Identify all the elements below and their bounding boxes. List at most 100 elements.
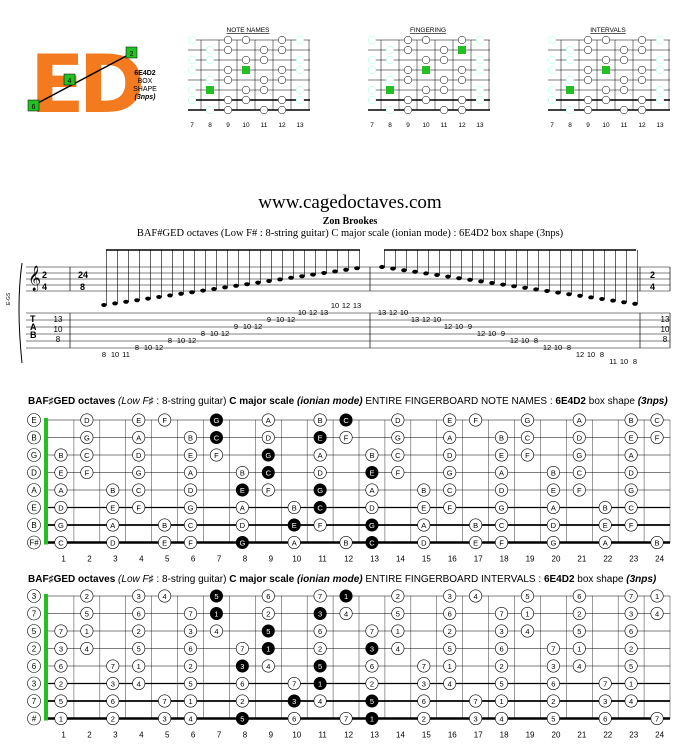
note-marker [132,501,146,515]
mini-note [367,65,377,75]
note-marker [417,536,431,550]
note-label: 2 [111,715,115,724]
mini-root-marker [386,86,394,94]
mini-fret-number: 13 [296,122,304,129]
note-marker [469,694,483,708]
note-marker [546,483,560,497]
notehead [566,292,572,297]
note-marker [572,606,586,620]
tab-asc-number: 9 [234,322,238,331]
notehead [123,299,129,304]
note-label: G [447,469,453,478]
note-label: E [136,416,141,425]
note-label: 3 [240,662,244,671]
note-label: 2 [577,610,581,619]
note-label: E [240,486,245,495]
note-marker [417,694,431,708]
note-label: C [525,434,531,443]
tab-desc-number: 9 [468,322,472,331]
note-label: F [447,504,452,513]
note-label: E [603,521,608,530]
fret-number: 10 [292,555,301,564]
note-marker [80,641,94,655]
note-label: 7 [292,680,296,689]
site-url[interactable]: www.cagedoctaves.com [258,192,442,213]
note-label: F [525,451,530,460]
fret-number: 13 [370,555,379,564]
author: Zon Brookes [322,216,378,227]
note-marker [209,624,223,638]
note-marker [54,448,68,462]
note-label: A [188,469,193,478]
note-label: 3 [629,610,633,619]
note-marker [235,677,249,691]
note-marker [520,413,534,427]
note-label: 4 [525,627,529,636]
note-marker [443,641,457,655]
note-marker [261,413,275,427]
note-marker [365,641,379,655]
note-label: 2 [551,697,555,706]
mini-note [205,75,215,85]
time-sig3-bottom: 4 [650,282,655,292]
note-label: 7 [422,662,426,671]
note-marker [106,712,120,726]
note-marker [391,606,405,620]
mini-note [619,105,629,115]
note-marker [313,413,327,427]
tab-desc-number: 11 [609,357,617,365]
fret-number: 16 [448,731,457,740]
mini-note [403,65,413,75]
note-marker [261,589,275,603]
note-label: 4 [137,680,141,689]
note-marker [209,589,223,603]
notehead [266,279,272,283]
note-marker [391,641,405,655]
mini-note [547,85,557,95]
open-string-marker [27,430,41,445]
note-label: 7 [499,610,503,619]
note-label: E [421,504,426,513]
note-label: E [629,434,634,443]
note-marker [650,606,664,620]
note-label: G [499,504,505,513]
note-label: 2 [137,627,141,636]
tab-desc-number: 10 [620,357,628,365]
note-marker [391,448,405,462]
tab-desc-number: 10 [455,322,463,331]
note-label: E [188,451,193,460]
note-label: 6 [111,697,115,706]
open-string-label: A [31,486,37,495]
open-string-marker [27,448,41,462]
tab-letter: B [30,330,37,340]
note-marker [650,430,664,444]
mini-note [421,95,431,105]
notehead [401,268,407,273]
fret-number: 24 [655,555,664,564]
open-string-marker [27,694,41,708]
note-label: 7 [188,610,192,619]
note-marker [235,518,249,532]
tab-end-number: 10 [661,325,670,334]
note-label: C [136,486,142,495]
mini-note [547,95,557,105]
mini-note [619,45,629,55]
note-label: F [85,469,90,478]
note-label: C [188,521,194,530]
fret-number: 16 [448,555,457,564]
mini-root-marker [206,86,214,94]
mini-note [475,55,485,65]
note-label: D [499,486,505,495]
note-marker [261,483,275,497]
note-marker [624,430,638,444]
note-label: C [58,539,64,548]
note-label: 7 [163,697,167,706]
mini-note [295,55,305,65]
note-marker [54,694,68,708]
note-label: D [447,451,453,460]
tab-desc-number: 10 [400,308,408,317]
note-label: 1 [370,715,374,724]
note-label: 4 [396,645,400,654]
note-label: 2 [85,592,89,601]
note-label: 3 [318,610,322,619]
